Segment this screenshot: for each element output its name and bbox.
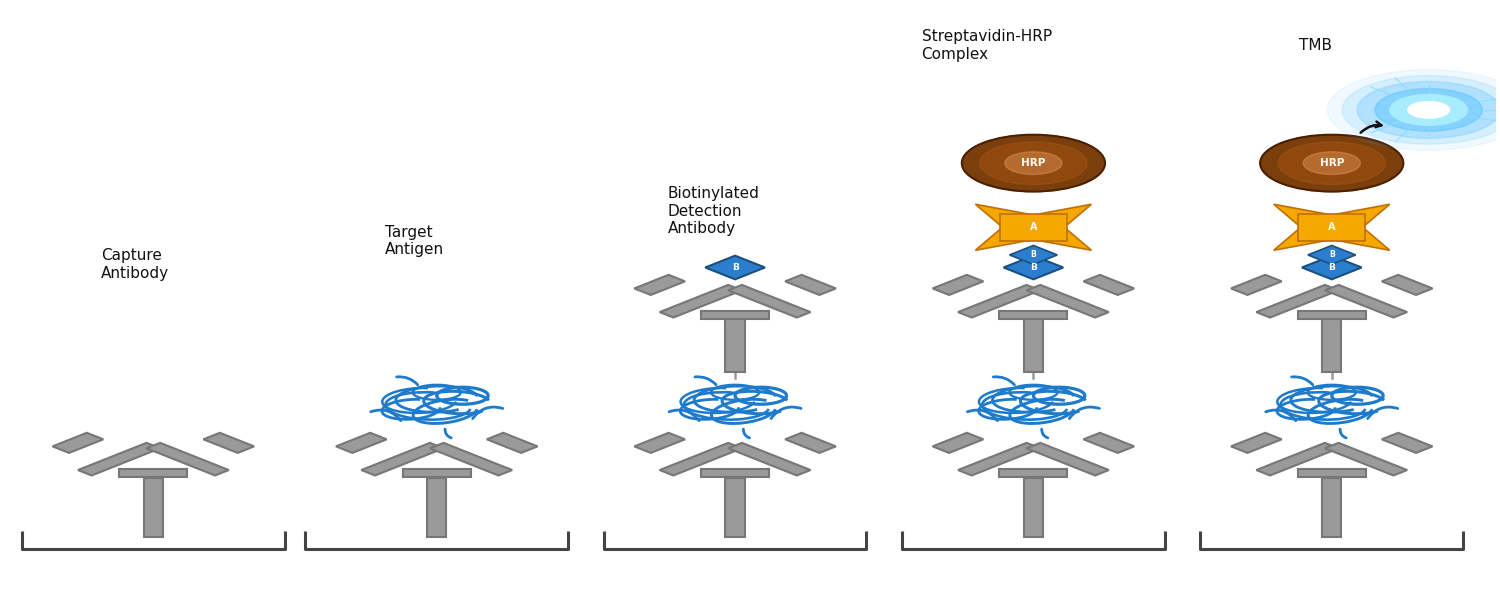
Text: B: B: [1329, 250, 1335, 259]
Polygon shape: [1026, 443, 1108, 475]
Polygon shape: [999, 311, 1068, 319]
Polygon shape: [1232, 275, 1281, 295]
Text: B: B: [732, 263, 738, 272]
Polygon shape: [784, 275, 836, 295]
Polygon shape: [1298, 214, 1365, 241]
Polygon shape: [1308, 245, 1356, 265]
Polygon shape: [336, 433, 387, 453]
Polygon shape: [1382, 275, 1432, 295]
Polygon shape: [1020, 222, 1092, 250]
Polygon shape: [1298, 311, 1365, 319]
Polygon shape: [1318, 222, 1390, 250]
Polygon shape: [634, 275, 686, 295]
Polygon shape: [362, 443, 444, 475]
Polygon shape: [1023, 478, 1042, 536]
Polygon shape: [1010, 245, 1058, 265]
Polygon shape: [1257, 443, 1338, 475]
Polygon shape: [634, 433, 686, 453]
Polygon shape: [660, 443, 742, 475]
Polygon shape: [1257, 285, 1338, 317]
Polygon shape: [1298, 469, 1365, 476]
Polygon shape: [958, 285, 1041, 317]
Polygon shape: [404, 469, 471, 476]
Polygon shape: [1382, 433, 1432, 453]
Polygon shape: [1083, 433, 1134, 453]
Circle shape: [1358, 82, 1500, 138]
Circle shape: [1278, 142, 1386, 184]
Circle shape: [1005, 152, 1062, 175]
Polygon shape: [784, 433, 836, 453]
Polygon shape: [1000, 214, 1066, 241]
Text: HRP: HRP: [1320, 158, 1344, 168]
Polygon shape: [1322, 319, 1341, 371]
Polygon shape: [488, 433, 537, 453]
Polygon shape: [728, 443, 810, 475]
Polygon shape: [975, 204, 1047, 233]
Circle shape: [1390, 95, 1467, 125]
Polygon shape: [144, 478, 164, 536]
Text: Streptavidin-HRP
Complex: Streptavidin-HRP Complex: [921, 29, 1052, 62]
Polygon shape: [728, 285, 810, 317]
Polygon shape: [700, 469, 770, 476]
Polygon shape: [53, 433, 104, 453]
Polygon shape: [958, 443, 1041, 475]
Polygon shape: [1324, 443, 1407, 475]
Circle shape: [980, 142, 1088, 184]
Text: Capture
Antibody: Capture Antibody: [100, 248, 170, 281]
Text: B: B: [1030, 263, 1036, 272]
Polygon shape: [1023, 319, 1042, 371]
Text: A: A: [1328, 222, 1335, 232]
Text: Target
Antigen: Target Antigen: [384, 224, 444, 257]
Polygon shape: [705, 256, 765, 280]
Polygon shape: [975, 222, 1047, 250]
Polygon shape: [78, 443, 160, 475]
Polygon shape: [660, 285, 742, 317]
Polygon shape: [999, 469, 1068, 476]
Polygon shape: [1302, 256, 1362, 280]
Polygon shape: [147, 443, 228, 475]
Polygon shape: [726, 319, 746, 371]
Circle shape: [1304, 152, 1360, 175]
Polygon shape: [427, 478, 447, 536]
Polygon shape: [726, 478, 746, 536]
Circle shape: [962, 135, 1106, 191]
Polygon shape: [1026, 285, 1108, 317]
Text: TMB: TMB: [1299, 38, 1332, 53]
Polygon shape: [1322, 478, 1341, 536]
Polygon shape: [1004, 256, 1064, 280]
Text: Biotinylated
Detection
Antibody: Biotinylated Detection Antibody: [668, 187, 760, 236]
Circle shape: [1260, 135, 1404, 191]
Text: B: B: [1030, 250, 1036, 259]
Polygon shape: [204, 433, 254, 453]
Polygon shape: [120, 469, 188, 476]
Circle shape: [1328, 70, 1500, 150]
Polygon shape: [1274, 204, 1346, 233]
Polygon shape: [1318, 204, 1390, 233]
Text: HRP: HRP: [1022, 158, 1046, 168]
Polygon shape: [1274, 222, 1346, 250]
Text: B: B: [1329, 263, 1335, 272]
Polygon shape: [1020, 204, 1092, 233]
Polygon shape: [1232, 433, 1281, 453]
Circle shape: [1376, 89, 1482, 131]
Circle shape: [1408, 101, 1449, 118]
Polygon shape: [1083, 275, 1134, 295]
Polygon shape: [700, 311, 770, 319]
Polygon shape: [1324, 285, 1407, 317]
Polygon shape: [430, 443, 512, 475]
Text: A: A: [1029, 222, 1036, 232]
Circle shape: [1342, 76, 1500, 144]
Polygon shape: [933, 433, 984, 453]
Polygon shape: [933, 275, 984, 295]
